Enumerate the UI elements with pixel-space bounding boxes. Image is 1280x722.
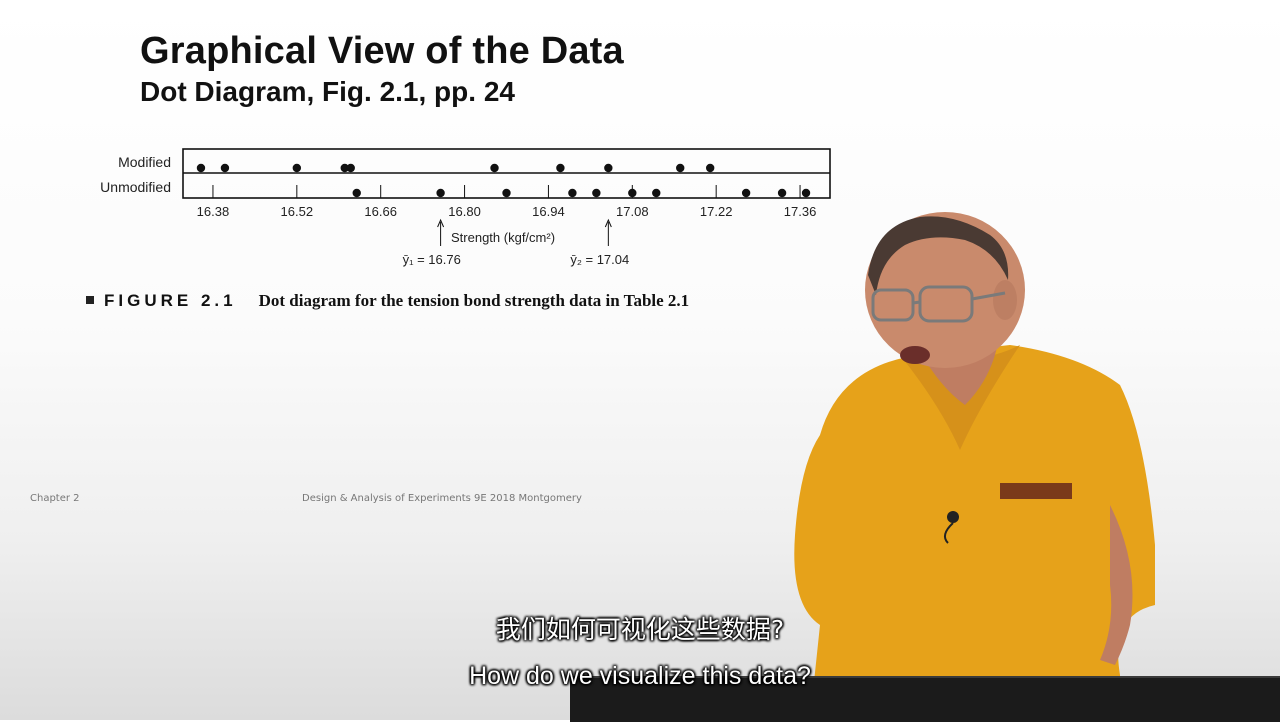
row-labels: Modified Unmodified: [100, 154, 171, 195]
data-point: [220, 163, 230, 173]
slide-title: Graphical View of the Data: [140, 30, 624, 72]
series-modified: [196, 163, 715, 173]
data-point: [568, 188, 577, 198]
x-axis-tick-labels: 16.38 16.52 16.66 16.80 16.94 17.08 17.22 17.36: [197, 204, 817, 219]
mean-label: ȳ₁ = 16.76: [403, 252, 461, 267]
figure-caption: FIGURE 2.1 Dot diagram for the tension bo…: [86, 291, 689, 311]
data-point: [801, 188, 811, 198]
footer-chapter: Chapter 2: [30, 493, 80, 504]
data-point: [604, 163, 613, 173]
data-point: [705, 163, 715, 173]
data-point: [340, 163, 349, 173]
x-tick-label: 17.22: [700, 204, 733, 219]
data-point: [292, 163, 302, 173]
row-label-modified: Modified: [118, 154, 171, 170]
x-tick-label: 16.38: [197, 204, 230, 219]
data-point: [628, 188, 637, 198]
mean-arrow-head: [437, 218, 445, 228]
x-tick-label: 16.80: [448, 204, 481, 219]
presenter-hair: [868, 216, 1009, 295]
presenter-glasses: [871, 285, 1006, 323]
data-point: [777, 188, 787, 198]
data-point: [346, 163, 355, 173]
series-unmodified: [352, 188, 811, 198]
x-tick-label: 16.94: [532, 204, 565, 219]
mean-annotations: ȳ₁ = 16.76 ȳ₂ = 17.04: [403, 218, 629, 267]
shirt-logo: [1000, 483, 1072, 499]
data-point: [196, 163, 206, 173]
x-axis-ticks: [212, 185, 801, 198]
data-point: [490, 163, 499, 173]
figure-label: FIGURE 2.1: [104, 291, 237, 310]
presenter-head: [865, 212, 1025, 368]
x-axis-label: Strength (kgf/cm²): [451, 230, 555, 245]
presenter-figure: [794, 212, 1155, 720]
subtitle-english: How do we visualize this data?: [469, 662, 811, 690]
data-point: [502, 188, 511, 198]
footer-book-reference: Design & Analysis of Experiments 9E 2018…: [302, 493, 582, 504]
slide-subtitle: Dot Diagram, Fig. 2.1, pp. 24: [140, 76, 515, 107]
data-point: [741, 188, 751, 198]
x-tick-label: 16.52: [281, 204, 314, 219]
mean-label: ȳ₂ = 17.04: [570, 252, 629, 267]
presenter-ear: [993, 280, 1017, 320]
mean-arrow-head: [604, 218, 612, 228]
podium: [570, 676, 1280, 722]
x-tick-label: 16.66: [364, 204, 397, 219]
figure-caption-text: Dot diagram for the tension bond strengt…: [258, 291, 690, 310]
data-point: [352, 188, 361, 198]
data-point: [436, 188, 445, 198]
presenter-arm: [1100, 505, 1133, 665]
data-point: [556, 163, 565, 173]
lapel-microphone: [947, 511, 959, 523]
dot-diagram-chart: Modified Unmodified 16.38 16.52 16.66 16.80…: [100, 148, 831, 267]
x-tick-label: 17.08: [616, 204, 649, 219]
x-tick-label: 17.36: [784, 204, 817, 219]
row-label-unmodified: Unmodified: [100, 179, 171, 195]
subtitle-chinese: 我们如何可视化这些数据?: [495, 615, 785, 644]
data-point: [676, 163, 685, 173]
presenter-mouth: [900, 346, 930, 364]
data-point: [652, 188, 661, 198]
data-point: [592, 188, 601, 198]
caption-bullet: [86, 295, 94, 304]
presenter-shirt: [794, 345, 1155, 720]
